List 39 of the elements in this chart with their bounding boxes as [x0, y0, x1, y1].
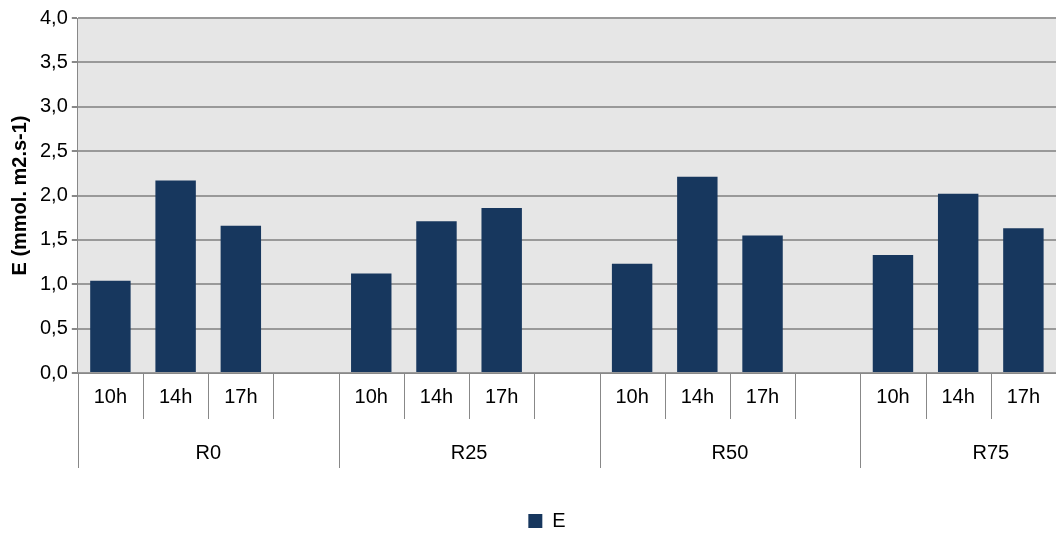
x-tick-label: 10h	[615, 384, 649, 407]
y-tick-label: 0,0	[39, 360, 68, 383]
x-tick-label: 17h	[745, 384, 780, 407]
text: R0	[195, 440, 222, 463]
x-tick-label: 14h	[680, 384, 715, 407]
y-tick-label: 3,0	[39, 94, 68, 117]
bar	[611, 263, 653, 372]
bar	[416, 221, 457, 372]
y-axis-title: E (mmol. m2.s-1)	[7, 115, 30, 276]
y-tick-label: 2,0	[39, 183, 68, 206]
text: R75	[972, 440, 1010, 463]
y-tick-label: 1,0	[39, 271, 68, 294]
text: R25	[450, 440, 488, 463]
x-tick-label: 17h	[224, 384, 258, 407]
y-tick-label: 1,5	[39, 227, 68, 250]
bar	[937, 193, 979, 372]
bar	[872, 254, 914, 372]
x-tick-label: 14h	[419, 384, 454, 407]
bar	[677, 176, 718, 372]
x-tick-label: 17h	[1006, 384, 1041, 407]
bar	[90, 280, 131, 372]
y-tick-label: 3,5	[39, 49, 68, 72]
bar	[1003, 228, 1044, 372]
y-tick-label: 0,5	[39, 316, 68, 339]
y-tick-label: 2,5	[39, 138, 68, 161]
legend-label: E	[552, 508, 566, 531]
x-tick-label: 14h	[158, 384, 193, 407]
x-tick-label: 17h	[485, 384, 519, 407]
y-tick-label: 4,0	[39, 5, 68, 28]
bar	[742, 235, 783, 372]
bar	[220, 225, 262, 372]
text: R50	[711, 440, 749, 463]
x-tick-label: 10h	[876, 384, 910, 407]
x-tick-label: 14h	[941, 384, 975, 407]
x-tick-label: 10h	[354, 384, 388, 407]
bar	[155, 180, 196, 372]
x-tick-label: 10h	[93, 384, 128, 407]
bar	[481, 207, 522, 372]
bar	[351, 273, 392, 372]
